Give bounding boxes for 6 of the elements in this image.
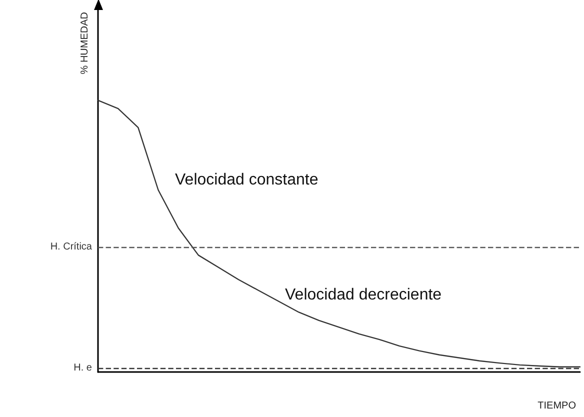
annotation: Velocidad constante <box>175 172 318 188</box>
annotation: Velocidad decreciente <box>285 286 442 304</box>
ref-line-label: H. e <box>74 362 92 374</box>
x-axis-title: TIEMPO <box>538 400 576 412</box>
ref-line-label: H. Crítica <box>50 242 92 253</box>
y-axis-title: % HUMEDAD <box>80 12 90 74</box>
